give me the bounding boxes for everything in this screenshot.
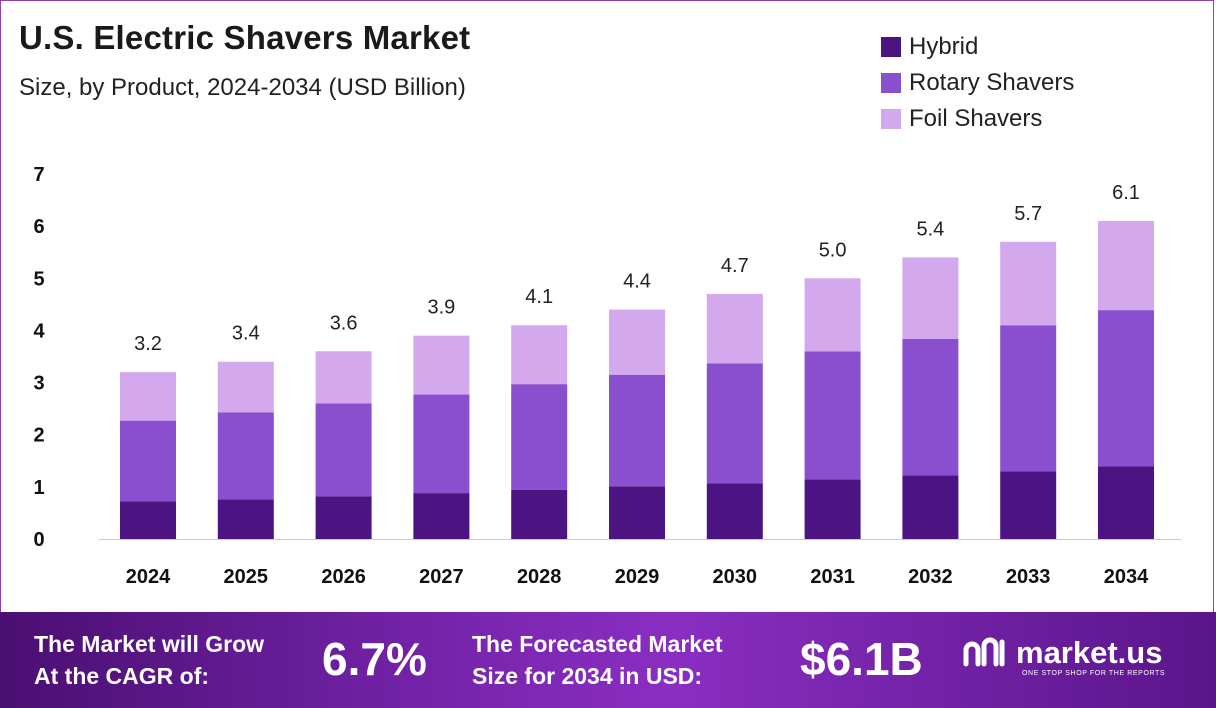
bar-segment-rotary-shavers	[1098, 310, 1154, 467]
legend-swatch-foil	[881, 109, 901, 129]
y-tick-label: 3	[33, 373, 44, 395]
bar-segment-rotary-shavers	[706, 363, 763, 484]
y-tick-label: 4	[33, 320, 45, 342]
bar-segment-rotary-shavers	[902, 338, 959, 476]
legend-label-hybrid: Hybrid	[909, 33, 979, 60]
cagr-label: The Market will Grow At the CAGR of:	[34, 628, 264, 692]
bar-segment-foil-shavers	[902, 257, 959, 339]
y-tick-label: 1	[33, 477, 44, 499]
bar-segment-foil-shavers	[511, 325, 568, 385]
bar-segment-hybrid	[413, 493, 470, 539]
bar-segment-foil-shavers	[315, 351, 372, 404]
cagr-label-line1: The Market will Grow	[34, 631, 265, 657]
bar-total-label: 3.6	[330, 312, 358, 334]
bar-segment-hybrid	[804, 479, 861, 539]
bar-segment-hybrid	[1000, 471, 1057, 539]
brand-name: market.us	[1016, 635, 1163, 670]
bar-segment-rotary-shavers	[315, 403, 372, 497]
bar-segment-foil-shavers	[804, 278, 861, 352]
stacked-bar-chart: 0 1 2 3 4 5 6 7 3.2 2024 3.4 2025 3.6 2026 3.9 2027 4.1 2…	[33, 164, 1181, 588]
x-tick-label: 2030	[713, 566, 758, 588]
bar-segment-hybrid	[1098, 466, 1154, 539]
brand-tagline: ONE STOP SHOP FOR THE REPORTS	[1022, 670, 1166, 677]
bar-total-label: 3.9	[427, 297, 455, 319]
y-tick-label: 0	[33, 529, 44, 551]
x-tick-label: 2034	[1104, 566, 1149, 588]
x-tick-label: 2033	[1006, 566, 1051, 588]
y-tick-label: 5	[33, 268, 44, 290]
x-tick-label: 2027	[419, 566, 464, 588]
chart-subtitle: Size, by Product, 2024-2034 (USD Billion…	[19, 74, 466, 101]
bar-total-label: 3.4	[232, 323, 260, 345]
bar-total-label: 5.0	[819, 239, 847, 261]
y-tick-label: 2	[33, 425, 44, 447]
legend-item-rotary: Rotary Shavers	[881, 65, 1074, 101]
bar-total-label: 4.4	[623, 271, 651, 293]
bar-total-label: 5.7	[1014, 203, 1042, 225]
bar-segment-rotary-shavers	[511, 384, 568, 490]
bar-segment-foil-shavers	[413, 335, 470, 395]
y-tick-label: 6	[33, 216, 44, 238]
legend-swatch-hybrid	[881, 37, 901, 57]
bar-total-label: 5.4	[916, 218, 944, 240]
bar-segment-rotary-shavers	[120, 420, 176, 502]
x-tick-label: 2026	[321, 566, 366, 588]
bar-segment-hybrid	[511, 489, 568, 539]
forecast-label: The Forecasted Market Size for 2034 in U…	[472, 628, 723, 692]
bar-segment-foil-shavers	[217, 361, 274, 413]
bar-total-label: 4.1	[525, 286, 553, 308]
market-us-logo-icon	[963, 637, 1005, 667]
bar-segment-rotary-shavers	[413, 394, 470, 494]
x-tick-label: 2028	[517, 566, 562, 588]
bar-segment-rotary-shavers	[1000, 325, 1057, 472]
bar-total-label: 6.1	[1112, 182, 1140, 204]
bar-segment-hybrid	[315, 496, 372, 539]
bar-segment-rotary-shavers	[804, 351, 861, 480]
y-tick-label: 7	[33, 164, 44, 186]
legend-label-foil: Foil Shavers	[909, 105, 1043, 132]
bar-total-label: 3.2	[134, 333, 162, 355]
bar-total-label: 4.7	[721, 255, 749, 277]
bar-segment-foil-shavers	[1098, 220, 1154, 311]
x-tick-label: 2024	[126, 566, 171, 588]
chart-title: U.S. Electric Shavers Market	[19, 19, 471, 56]
cagr-label-line2: At the CAGR of:	[34, 663, 210, 689]
legend: Hybrid Rotary Shavers Foil Shavers	[881, 29, 1074, 137]
bar-segment-foil-shavers	[120, 372, 176, 421]
x-tick-label: 2025	[224, 566, 269, 588]
forecast-label-line2: Size for 2034 in USD:	[472, 663, 703, 689]
summary-banner: The Market will Grow At the CAGR of: 6.7…	[0, 612, 1216, 708]
bar-segment-hybrid	[902, 475, 959, 539]
x-tick-label: 2031	[810, 566, 855, 588]
legend-swatch-rotary	[881, 73, 901, 93]
bar-segment-hybrid	[120, 501, 176, 539]
brand-logo[interactable]: market.us ONE STOP SHOP FOR THE REPORTS	[962, 635, 1165, 677]
forecast-value: $6.1B	[800, 633, 923, 685]
x-tick-label: 2029	[615, 566, 660, 588]
legend-item-hybrid: Hybrid	[881, 29, 1074, 65]
x-tick-label: 2032	[908, 566, 953, 588]
forecast-label-line1: The Forecasted Market	[472, 631, 723, 657]
bar-segment-rotary-shavers	[217, 412, 274, 500]
bar-segment-foil-shavers	[609, 309, 665, 375]
bar-segment-foil-shavers	[706, 293, 763, 364]
bar-segment-foil-shavers	[1000, 241, 1057, 326]
legend-item-foil: Foil Shavers	[881, 101, 1074, 137]
bar-segment-hybrid	[706, 483, 763, 539]
bar-segment-hybrid	[609, 486, 665, 539]
legend-label-rotary: Rotary Shavers	[909, 69, 1075, 96]
bar-segment-rotary-shavers	[609, 374, 665, 487]
bar-segment-hybrid	[217, 499, 274, 539]
cagr-value: 6.7%	[322, 633, 427, 685]
